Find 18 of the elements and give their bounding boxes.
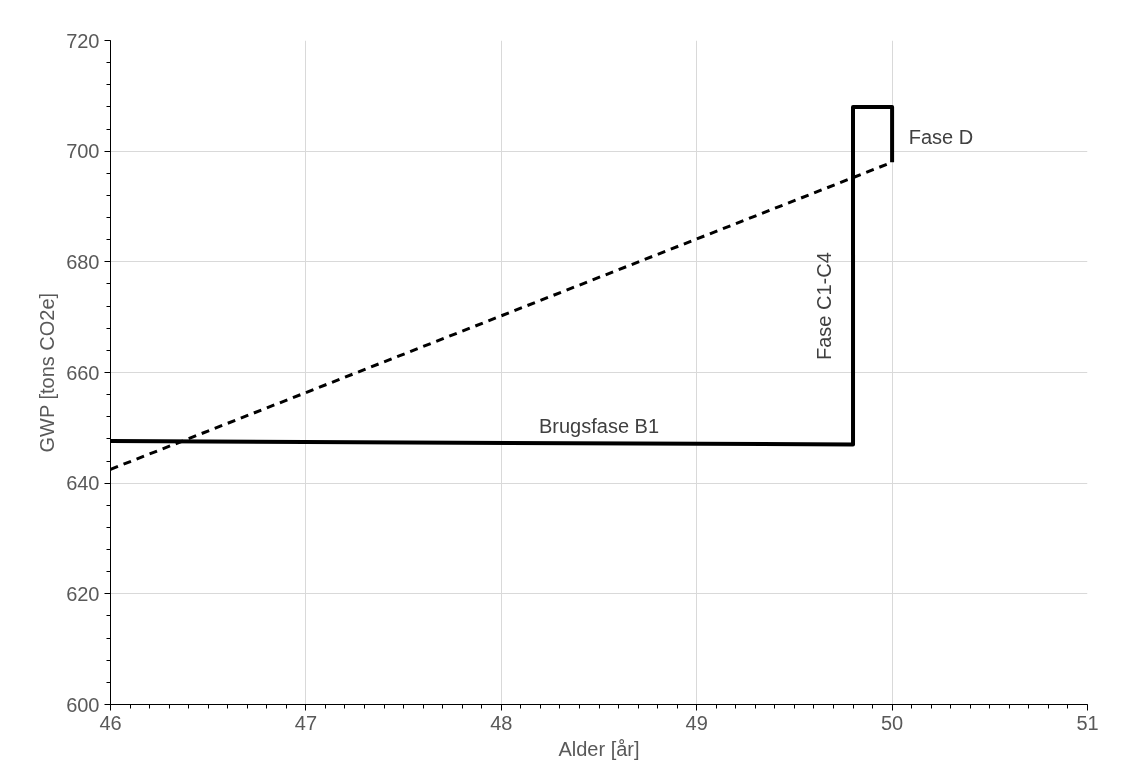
annotation: Brugsfase B1	[538, 414, 660, 437]
y-tick-label: 700	[66, 140, 100, 163]
x-tick-label: 49	[685, 711, 708, 734]
y-tick-label: 600	[66, 693, 100, 716]
x-tick-label: 47	[294, 711, 318, 734]
annotation: Fase D	[908, 125, 974, 148]
x-axis-title: Alder [år]	[558, 737, 640, 760]
y-tick-label: 680	[66, 250, 100, 273]
x-tick-label: 46	[99, 711, 122, 734]
y-axis-title: GWP [tons CO2e]	[36, 292, 59, 453]
y-tick-label: 660	[66, 361, 100, 384]
x-tick-label: 50	[880, 711, 904, 734]
annotation: Fase C1-C4	[812, 252, 835, 361]
y-tick-label: 720	[66, 29, 100, 52]
x-tick-label: 51	[1076, 711, 1099, 734]
x-tick-label: 48	[490, 711, 513, 734]
y-tick-label: 640	[66, 472, 100, 495]
y-tick-label: 620	[66, 582, 100, 605]
